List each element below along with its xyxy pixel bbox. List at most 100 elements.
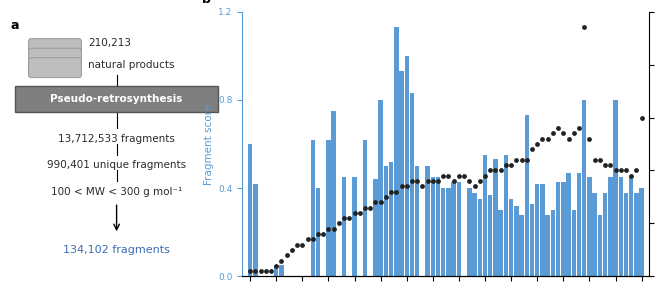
Point — [459, 173, 470, 178]
Point — [349, 211, 359, 215]
Point — [313, 232, 323, 236]
Point — [401, 184, 412, 189]
Point — [391, 190, 401, 194]
Point — [522, 158, 532, 162]
Bar — [394, 27, 398, 276]
Bar — [561, 181, 565, 276]
Point — [579, 25, 590, 30]
Bar — [389, 162, 394, 276]
Bar — [545, 215, 550, 276]
Point — [375, 200, 386, 204]
Point — [422, 179, 433, 183]
Point — [594, 158, 605, 162]
Bar — [619, 177, 623, 276]
Bar — [556, 181, 560, 276]
Bar — [577, 173, 581, 276]
Y-axis label: Fragment score: Fragment score — [204, 103, 214, 185]
Point — [469, 184, 480, 189]
Point — [474, 179, 485, 183]
Point — [323, 226, 334, 231]
Bar — [488, 195, 493, 276]
Point — [495, 168, 506, 173]
Point — [438, 173, 449, 178]
Point — [386, 190, 396, 194]
Bar — [608, 177, 613, 276]
Point — [308, 237, 318, 242]
Point — [527, 147, 537, 151]
Point — [506, 163, 516, 168]
Bar — [436, 177, 440, 276]
Point — [365, 205, 375, 210]
Point — [276, 258, 287, 263]
Bar — [379, 100, 383, 276]
Point — [454, 173, 464, 178]
Bar — [566, 173, 571, 276]
Bar — [525, 115, 529, 276]
Bar — [384, 166, 388, 276]
Point — [569, 131, 579, 136]
Point — [443, 173, 454, 178]
Bar — [478, 199, 482, 276]
Bar — [400, 71, 403, 276]
Bar — [425, 166, 430, 276]
Point — [532, 142, 543, 146]
Point — [428, 179, 438, 183]
Bar — [499, 210, 503, 276]
Bar — [352, 177, 357, 276]
Point — [407, 179, 417, 183]
Bar — [582, 100, 586, 276]
Point — [260, 269, 271, 274]
Bar — [624, 193, 628, 276]
Bar — [457, 181, 461, 276]
Bar — [550, 210, 555, 276]
Point — [621, 168, 631, 173]
Bar — [530, 204, 534, 276]
Bar — [415, 166, 419, 276]
Point — [433, 179, 443, 183]
Point — [370, 200, 380, 204]
Point — [631, 168, 642, 173]
Text: b: b — [201, 0, 211, 6]
FancyBboxPatch shape — [15, 86, 218, 112]
Bar — [467, 188, 472, 276]
Bar — [310, 140, 315, 276]
Point — [334, 221, 344, 226]
Bar — [514, 206, 518, 276]
Bar — [541, 184, 544, 276]
Bar — [363, 140, 367, 276]
Point — [589, 158, 600, 162]
Bar — [520, 215, 523, 276]
FancyBboxPatch shape — [29, 48, 81, 68]
Point — [615, 168, 626, 173]
Point — [297, 242, 308, 247]
Point — [245, 269, 255, 274]
Bar — [535, 184, 539, 276]
Bar — [441, 188, 445, 276]
Bar — [326, 140, 331, 276]
Point — [626, 173, 636, 178]
Point — [584, 137, 594, 141]
Text: 100 < MW < 300 g mol⁻¹: 100 < MW < 300 g mol⁻¹ — [51, 187, 182, 197]
Point — [516, 158, 527, 162]
Point — [292, 242, 302, 247]
Bar — [430, 177, 435, 276]
Bar — [598, 215, 602, 276]
Point — [266, 269, 276, 274]
Bar — [446, 188, 451, 276]
Point — [250, 269, 260, 274]
Point — [636, 115, 647, 120]
Point — [417, 184, 428, 189]
Point — [354, 211, 365, 215]
Bar — [640, 188, 644, 276]
Text: 990,401 unique fragments: 990,401 unique fragments — [47, 160, 186, 170]
Bar — [316, 188, 320, 276]
Point — [281, 253, 292, 257]
FancyBboxPatch shape — [29, 58, 81, 78]
Point — [380, 195, 391, 199]
Bar — [342, 177, 346, 276]
Bar — [248, 144, 253, 276]
Bar — [613, 100, 618, 276]
Text: 210,213: 210,213 — [88, 38, 131, 48]
Point — [412, 179, 422, 183]
Point — [318, 232, 329, 236]
